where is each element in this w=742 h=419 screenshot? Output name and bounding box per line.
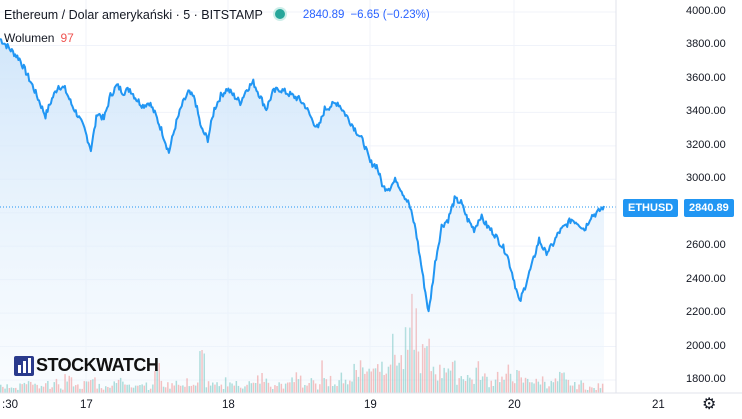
- price-axis-tick: 3800.00: [686, 38, 726, 51]
- time-axis-tick: :30: [2, 399, 18, 411]
- legend-title-row: Ethereum / Dolar amerykański · 5 · BITST…: [4, 7, 430, 22]
- stockwatch-logo: STOCKWATCH: [14, 355, 159, 376]
- time-axis-tick: 21: [652, 399, 665, 411]
- settings-gear-icon[interactable]: ⚙: [702, 396, 717, 413]
- volume-label: Wolumen: [4, 31, 55, 45]
- price-area: [0, 38, 604, 394]
- price-axis-tick: 1800.00: [686, 373, 726, 385]
- price-axis-tick: 2600.00: [686, 239, 726, 252]
- price-axis-tick: 2400.00: [686, 272, 726, 285]
- volume-value: 97: [60, 31, 74, 45]
- time-axis-tick: 20: [508, 399, 521, 411]
- price-axis-tick: 2200.00: [686, 306, 726, 319]
- price-axis-tick: 3000.00: [686, 172, 726, 185]
- price-axis-tick: 3200.00: [686, 138, 726, 151]
- price-axis-tick: 3400.00: [686, 105, 726, 118]
- legend-price: 2840.89: [302, 9, 345, 21]
- symbol-title[interactable]: Ethereum / Dolar amerykański · 5 · BITST…: [4, 8, 263, 22]
- logo-text: STOCKWATCH: [36, 355, 159, 375]
- symbol-price-tag: ETHUSD: [623, 199, 679, 217]
- market-status-icon: [272, 7, 287, 21]
- legend-volume-row[interactable]: Wolumen 97: [4, 31, 74, 45]
- time-axis-tick: 18: [222, 399, 235, 411]
- legend-change: −6.65 (−0.23%): [350, 9, 430, 21]
- time-axis-tick: 17: [80, 399, 93, 411]
- price-axis-tick: 2000.00: [686, 339, 726, 352]
- time-axis-tick: 19: [364, 399, 377, 411]
- price-axis-tick: 4000.00: [686, 5, 726, 17]
- price-axis-tick: 3600.00: [686, 71, 726, 84]
- price-line: [0, 37, 605, 313]
- last-price-tag: 2840.89: [684, 199, 734, 217]
- stockwatch-logo-icon: [14, 355, 34, 376]
